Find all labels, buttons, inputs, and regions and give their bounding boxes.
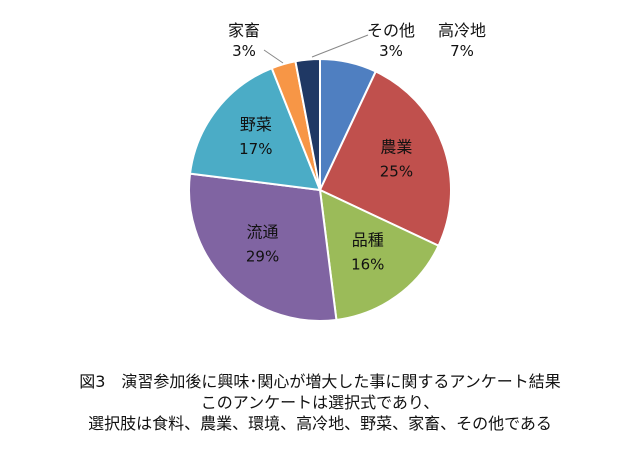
- slice-value-野菜: 17%: [239, 140, 272, 158]
- slice-label-その他: その他: [367, 21, 415, 40]
- slice-label-家畜: 家畜: [228, 21, 260, 40]
- slice-label-流通: 流通: [247, 222, 279, 241]
- caption-line-2: このアンケートは選択式であり、: [200, 393, 440, 412]
- slice-label-野菜: 野菜: [240, 115, 272, 134]
- leader-line-その他: [311, 34, 369, 58]
- slice-value-家畜: 3%: [232, 42, 256, 60]
- slice-value-高冷地: 7%: [450, 42, 474, 60]
- caption-line-3: 選択肢は食料、農業、環境、高冷地、野菜、家畜、その他である: [88, 414, 552, 433]
- slice-value-その他: 3%: [379, 42, 403, 60]
- pie-slice-品種: [318, 188, 440, 322]
- pie-slices: [188, 57, 452, 322]
- caption-line-1: 図3 演習参加後に興味･関心が増大した事に関するアンケート結果: [79, 372, 561, 391]
- slice-value-品種: 16%: [351, 256, 384, 274]
- slice-label-農業: 農業: [380, 137, 412, 156]
- pie-slice-野菜: [188, 66, 322, 192]
- leader-line-家畜: [263, 49, 284, 64]
- pie-slice-その他: [294, 57, 321, 191]
- slice-value-農業: 25%: [380, 162, 413, 180]
- pie-slice-農業: [318, 70, 452, 248]
- slice-label-高冷地: 高冷地: [438, 21, 486, 40]
- slice-value-流通: 29%: [246, 247, 279, 265]
- pie-slice-流通: [188, 172, 338, 322]
- slice-label-品種: 品種: [352, 231, 384, 250]
